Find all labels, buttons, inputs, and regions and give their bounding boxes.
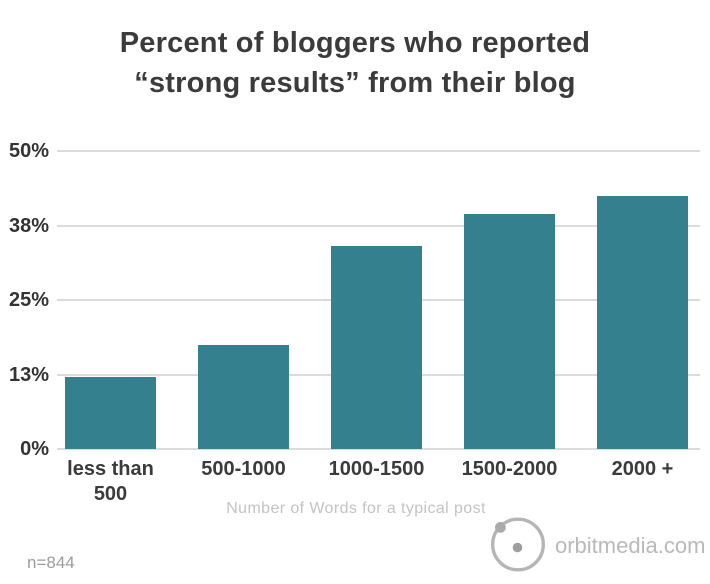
y-tick-label: 13% xyxy=(8,363,49,386)
logo-text: orbitmedia.com xyxy=(555,533,706,558)
chart-title-line1: Percent of bloggers who reported xyxy=(119,27,591,59)
bar-1 xyxy=(65,377,156,449)
gridline xyxy=(57,150,700,152)
orbit-media-logo: orbitmedia.com xyxy=(488,513,710,577)
x-tick-label: 1500-2000 xyxy=(461,458,558,480)
y-tick-label: 0% xyxy=(20,438,49,460)
orbit-center-dot xyxy=(512,542,523,553)
y-tick-label: 38% xyxy=(8,214,49,237)
bar-4 xyxy=(464,213,555,449)
y-tick-label: 50% xyxy=(8,140,49,162)
sample-size-note: n=844 xyxy=(27,553,75,572)
bar-5 xyxy=(597,195,688,449)
orbit-logo-icon xyxy=(491,517,545,572)
chart-title: Percent of bloggers who reported “strong… xyxy=(0,23,710,103)
orbit-satellite-dot xyxy=(495,522,506,533)
chart-title-line2: “strong results” from their blog xyxy=(134,67,576,99)
x-tick-label: 1000-1500 xyxy=(328,458,425,480)
bar-3 xyxy=(331,246,422,449)
x-tick-label: 500-1000 xyxy=(201,458,286,480)
gridline xyxy=(57,224,700,227)
y-tick-label: 25% xyxy=(8,289,49,311)
gridline xyxy=(57,448,700,450)
x-tick-label: less than 500 xyxy=(67,458,154,505)
x-tick-label: 2000 + xyxy=(611,458,674,480)
x-axis-title: Number of Words for a typical post xyxy=(226,500,486,517)
plot-area xyxy=(57,150,700,450)
bar-2 xyxy=(198,344,289,449)
